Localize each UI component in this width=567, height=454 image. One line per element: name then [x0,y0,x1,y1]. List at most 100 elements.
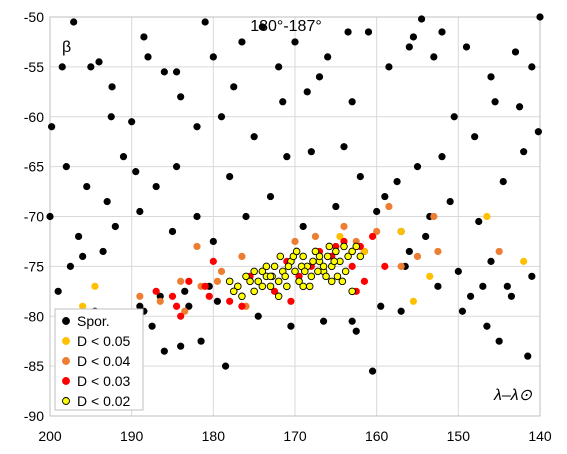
legend-marker [62,397,70,405]
data-point [217,267,226,275]
data-point [340,143,348,151]
data-point [270,262,279,271]
y-tick-label: -75 [24,258,44,274]
legend-label: D < 0.02 [77,393,131,409]
legend-marker [62,337,70,345]
data-point [458,307,467,315]
series-2 [136,202,503,315]
data-point [491,98,499,106]
data-point [74,232,83,241]
x-tick-label: 190 [120,428,144,444]
data-point [381,192,389,201]
data-point [181,307,189,315]
data-point [417,15,426,23]
data-point [413,163,422,171]
data-point [301,267,309,276]
legend: Spor. D < 0.05 D < 0.04 D < 0.03 D < 0.02 [54,308,144,411]
data-point [536,13,544,21]
data-point [213,297,222,305]
data-point [299,222,307,231]
data-point [397,307,405,315]
data-point [258,267,267,276]
data-point [238,302,246,310]
data-point [528,272,536,280]
data-point [172,163,181,171]
data-point [364,28,373,36]
data-point [373,227,381,236]
x-tick-label: 150 [447,428,471,444]
data-point [311,232,320,241]
data-point [283,282,291,291]
data-point [528,63,536,71]
data-point [87,63,95,71]
data-point [397,262,405,270]
data-point [314,267,322,276]
y-tick-label: -85 [24,358,44,374]
data-point [70,18,78,26]
data-point [332,247,340,256]
legend-marker [62,317,70,325]
data-point [520,148,528,156]
data-point [95,58,103,66]
data-point [348,262,356,270]
data-point [226,297,234,305]
data-point [348,317,356,325]
data-point [234,282,242,291]
data-point [266,192,275,201]
data-point [279,98,287,106]
data-point [315,73,324,81]
data-point [338,277,347,286]
data-point [495,337,503,345]
legend-marker [62,377,70,385]
x-tick-label: 180 [202,428,226,444]
data-point [340,222,348,231]
data-point [348,287,356,296]
data-point [381,262,389,270]
data-point [483,322,491,330]
data-point [373,207,381,216]
data-point [495,247,503,256]
data-point [328,277,336,286]
data-point [487,257,495,265]
data-point [322,272,330,281]
grid-layer [49,16,541,417]
data-point [422,232,430,241]
data-point [499,177,507,186]
y-tick-label: -60 [24,109,44,125]
data-point [262,262,271,271]
data-point [103,197,111,206]
data-point [185,302,193,310]
data-point [258,23,266,31]
y-tick-label: -80 [24,308,44,324]
data-point [434,247,442,256]
data-point [193,242,201,251]
data-point [344,28,352,36]
data-point [292,247,301,256]
x-tick-label: 170 [283,428,307,444]
data-point [405,43,413,51]
data-point [242,272,250,281]
data-point [434,282,442,290]
data-point [466,292,475,300]
x-tick-label: 140 [528,428,552,444]
legend-label: D < 0.03 [77,373,131,389]
data-point [48,123,56,131]
data-point [291,38,299,46]
data-point [479,282,487,290]
data-point [303,88,311,96]
data-point [520,257,528,265]
data-point [62,163,70,171]
data-point [475,217,483,226]
data-point [368,232,377,241]
data-point [413,252,422,260]
data-point [291,267,299,276]
data-point [254,312,262,320]
data-point [426,272,434,280]
data-point [352,327,360,335]
data-point [152,182,160,191]
data-point [242,212,250,221]
data-point [177,93,185,101]
data-point [209,237,217,246]
data-point [160,68,168,76]
